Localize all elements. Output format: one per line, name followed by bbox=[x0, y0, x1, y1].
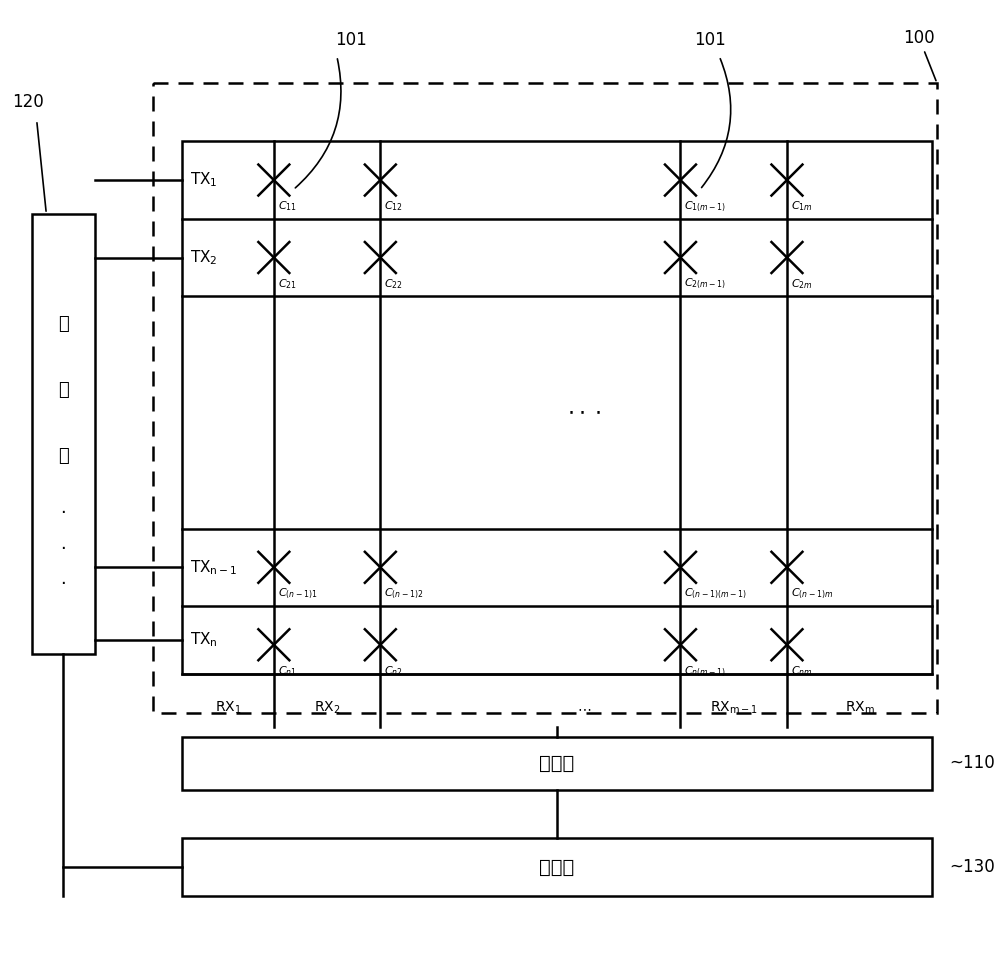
Text: 101: 101 bbox=[335, 30, 367, 49]
Text: 控制部: 控制部 bbox=[539, 858, 575, 877]
Text: $\mathrm{RX_{m-1}}$: $\mathrm{RX_{m-1}}$ bbox=[710, 699, 758, 716]
Text: 101: 101 bbox=[694, 30, 725, 49]
Text: $\mathrm{RX_m}$: $\mathrm{RX_m}$ bbox=[845, 699, 875, 716]
Text: $C_{n1}$: $C_{n1}$ bbox=[278, 664, 297, 678]
Text: $C_{(n-1)m}$: $C_{(n-1)m}$ bbox=[791, 586, 833, 601]
Text: ~130: ~130 bbox=[950, 858, 995, 877]
Text: $C_{1(m-1)}$: $C_{1(m-1)}$ bbox=[684, 199, 727, 214]
Bar bbox=[182, 142, 932, 674]
Bar bbox=[32, 214, 95, 654]
Text: $C_{11}$: $C_{11}$ bbox=[278, 199, 297, 214]
Text: 120: 120 bbox=[12, 93, 44, 112]
Text: $C_{n(m-1)}$: $C_{n(m-1)}$ bbox=[684, 664, 727, 679]
Bar bbox=[182, 838, 932, 896]
Text: $C_{(n-1)2}$: $C_{(n-1)2}$ bbox=[384, 586, 424, 601]
Text: ~110: ~110 bbox=[950, 754, 995, 772]
Text: $\mathrm{TX_2}$: $\mathrm{TX_2}$ bbox=[190, 249, 217, 267]
Bar bbox=[153, 84, 937, 713]
Text: $\mathrm{TX_n}$: $\mathrm{TX_n}$ bbox=[190, 630, 217, 650]
Text: $C_{(n-1)(m-1)}$: $C_{(n-1)(m-1)}$ bbox=[684, 586, 747, 601]
Text: 感测部: 感测部 bbox=[539, 753, 575, 773]
Text: $C_{(n-1)1}$: $C_{(n-1)1}$ bbox=[278, 586, 317, 601]
Text: 部: 部 bbox=[58, 448, 69, 465]
Text: $\mathrm{RX_1}$: $\mathrm{RX_1}$ bbox=[215, 699, 241, 716]
Bar bbox=[182, 737, 932, 790]
Text: 100: 100 bbox=[903, 28, 936, 81]
Text: $C_{21}$: $C_{21}$ bbox=[278, 277, 297, 290]
Text: $C_{12}$: $C_{12}$ bbox=[384, 199, 403, 214]
Text: $\cdot\cdot\cdot$: $\cdot\cdot\cdot$ bbox=[567, 402, 601, 422]
Text: ·: · bbox=[60, 505, 66, 522]
Text: $\mathrm{RX_2}$: $\mathrm{RX_2}$ bbox=[314, 699, 340, 716]
Text: ·: · bbox=[60, 540, 66, 557]
Text: ·: · bbox=[60, 575, 66, 593]
Text: $\mathrm{TX_{n-1}}$: $\mathrm{TX_{n-1}}$ bbox=[190, 558, 237, 577]
Text: $\cdots$: $\cdots$ bbox=[577, 701, 591, 715]
Text: $C_{nm}$: $C_{nm}$ bbox=[791, 664, 813, 678]
Text: $\mathrm{TX_1}$: $\mathrm{TX_1}$ bbox=[190, 171, 217, 189]
Text: 驱: 驱 bbox=[58, 315, 69, 333]
Text: 动: 动 bbox=[58, 382, 69, 399]
Text: $C_{n2}$: $C_{n2}$ bbox=[384, 664, 403, 678]
Text: $C_{1m}$: $C_{1m}$ bbox=[791, 199, 813, 214]
Text: $C_{2(m-1)}$: $C_{2(m-1)}$ bbox=[684, 277, 727, 291]
Text: $C_{22}$: $C_{22}$ bbox=[384, 277, 403, 290]
Text: $C_{2m}$: $C_{2m}$ bbox=[791, 277, 812, 290]
